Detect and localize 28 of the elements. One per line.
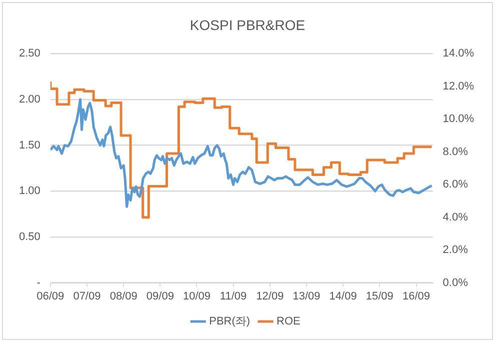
y-tick-label: 1.50 <box>18 139 40 152</box>
x-tick-label: 14/09 <box>329 290 357 302</box>
y-tick-label: 2.50 <box>18 48 40 60</box>
x-tick-label: 08/09 <box>110 290 138 302</box>
x-tick-label: 06/09 <box>36 290 64 302</box>
chart-title: KOSPI PBR&ROE <box>188 17 306 33</box>
y2-tick-label: 8.0% <box>442 146 468 158</box>
y-tick-label: - <box>36 276 41 289</box>
y2-tick-label: 2.0% <box>442 244 468 256</box>
x-tick-label: 09/09 <box>146 290 174 302</box>
legend-label: PBR(좌) <box>209 316 250 328</box>
x-tick-label: 15/09 <box>366 290 394 302</box>
legend-label: ROE <box>276 316 300 328</box>
x-tick-label: 11/09 <box>220 290 247 302</box>
x-tick-label: 16/09 <box>402 290 430 302</box>
y-tick-label: 1.00 <box>18 185 40 198</box>
x-tick-label: 10/09 <box>182 290 211 302</box>
y2-tick-label: 12.0% <box>442 80 474 92</box>
y2-tick-label: 10.0% <box>442 113 474 126</box>
x-tick-label: 13/09 <box>292 290 320 302</box>
x-tick-label: 07/09 <box>73 290 101 302</box>
y2-tick-label: 6.0% <box>442 178 468 191</box>
y2-tick-label: 0.0% <box>442 276 468 289</box>
y-tick-label: 0.50 <box>18 230 40 243</box>
y-tick-label: 2.00 <box>18 93 40 106</box>
y2-tick-label: 14.0% <box>442 48 474 60</box>
x-tick-label: 12/09 <box>256 290 284 302</box>
y2-tick-label: 4.0% <box>442 211 468 224</box>
